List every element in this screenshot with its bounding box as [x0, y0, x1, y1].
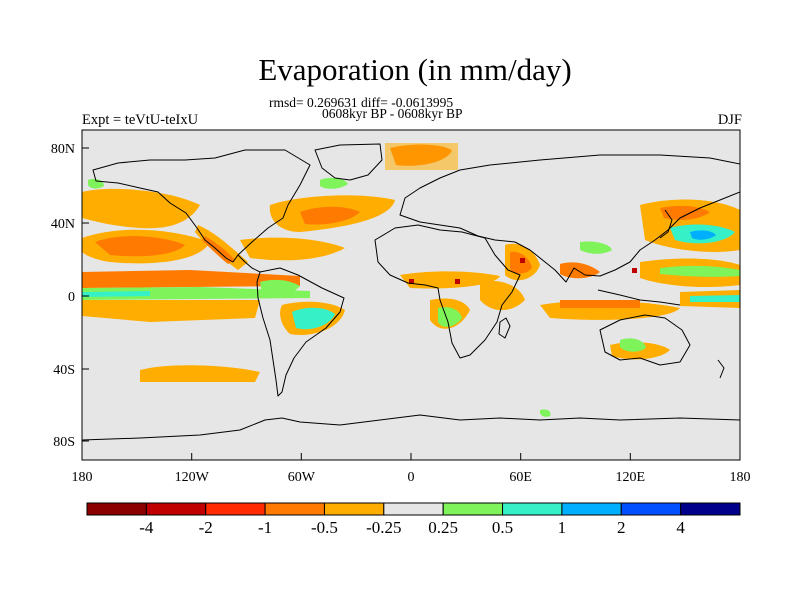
- anomaly-patch: [690, 295, 740, 302]
- lat-tick-label: 0: [68, 290, 75, 305]
- lon-tick-label: 0: [408, 470, 415, 485]
- lon-tick-label: 60W: [288, 470, 316, 485]
- coastline-australia: [599, 314, 691, 366]
- anomaly-patch: [560, 300, 640, 308]
- colorbar-label: -0.25: [366, 518, 401, 537]
- colorbar-label: -1: [258, 518, 272, 537]
- experiment-label: Expt = teVtU-teIxU: [82, 112, 199, 128]
- anomaly-patch: [95, 236, 185, 257]
- anomaly-fields: [82, 143, 740, 417]
- lat-tick-label: 80S: [53, 435, 75, 450]
- lon-tick-label: 120W: [175, 470, 210, 485]
- anomaly-patch: [580, 241, 612, 254]
- anomaly-patch: [620, 338, 646, 352]
- colorbar-box: [145, 502, 207, 516]
- coastline-north-america: [92, 149, 311, 263]
- anomaly-patch: [140, 365, 260, 382]
- anomaly-patch: [260, 279, 300, 296]
- colorbar-box: [502, 502, 563, 516]
- anomaly-patch: [82, 300, 260, 322]
- anomaly-patch: [82, 188, 200, 229]
- coastline-antarctica: [82, 414, 740, 441]
- lon-tick-label: 60E: [509, 470, 532, 485]
- anomaly-patch: [540, 409, 551, 417]
- anomaly-patch: [409, 279, 414, 284]
- coastlines: [82, 143, 740, 441]
- anomaly-patch: [292, 307, 335, 330]
- coastline-madagascar: [498, 317, 511, 339]
- colorbar-box: [205, 502, 266, 516]
- anomaly-patch: [520, 258, 525, 263]
- colorbar-label: 0.25: [428, 518, 458, 537]
- colorbar-label: 0.5: [492, 518, 513, 537]
- colorbar-box: [86, 502, 147, 516]
- period-label: 0608kyr BP - 0608kyr BP: [322, 106, 463, 121]
- anomaly-patch: [82, 287, 310, 300]
- colorbar-label: 4: [676, 518, 685, 537]
- anomaly-patch: [400, 271, 500, 289]
- colorbar-box: [383, 502, 444, 516]
- colorbar-box: [264, 502, 325, 516]
- anomaly-patch: [385, 143, 458, 170]
- lat-tick-label: 40S: [53, 363, 75, 378]
- coastline-central-america: [237, 254, 261, 273]
- anomaly-patch: [632, 268, 637, 273]
- anomaly-patch: [300, 206, 360, 225]
- lat-tick-label: 80N: [51, 142, 75, 157]
- lon-tick-label: 180: [730, 470, 751, 485]
- coastline-south-america: [256, 267, 345, 397]
- colorbar-box: [323, 502, 385, 516]
- coastline-new-zealand: [717, 359, 725, 379]
- colorbar-label: -2: [199, 518, 213, 537]
- lon-tick-label: 180: [72, 470, 93, 485]
- season-label: DJF: [717, 112, 742, 128]
- longitude-axis: 180 120W 60W 0 60E 120E 180: [72, 453, 751, 485]
- anomaly-patch: [240, 237, 345, 261]
- colorbar-box: [561, 502, 622, 516]
- anomaly-patch: [82, 291, 150, 297]
- lat-tick-label: 40N: [51, 217, 75, 232]
- coastline-eurasia: [399, 154, 740, 283]
- coastline-indonesia: [597, 289, 681, 306]
- colorbar-box: [442, 502, 504, 516]
- colorbar-label: 2: [617, 518, 626, 537]
- rmsd-diff-stats: rmsd= 0.269631 diff= -0.0613995: [269, 95, 454, 110]
- colorbar-box: [620, 502, 682, 516]
- latitude-axis: 80N 40N 0 40S 80S: [51, 142, 89, 450]
- lon-tick-label: 120E: [616, 470, 646, 485]
- colorbar-label: 1: [558, 518, 567, 537]
- coastline-japan: [659, 209, 673, 239]
- colorbar-box: [680, 502, 741, 516]
- colorbar-label: -4: [139, 518, 154, 537]
- anomaly-patch: [660, 265, 740, 277]
- colorbar-label: -0.5: [311, 518, 338, 537]
- anomaly-patch: [320, 177, 348, 189]
- anomaly-patch: [690, 230, 716, 240]
- anomaly-patch: [202, 236, 235, 264]
- anomaly-patch: [82, 270, 300, 288]
- coastline-greenland: [314, 143, 383, 181]
- coastline-africa: [374, 224, 521, 359]
- anomaly-patch: [455, 279, 460, 284]
- colorbar: -4 -2 -1 -0.5 -0.25 0.25 0.5 1 2 4: [86, 502, 741, 537]
- map-title: Evaporation (in mm/day): [258, 52, 572, 87]
